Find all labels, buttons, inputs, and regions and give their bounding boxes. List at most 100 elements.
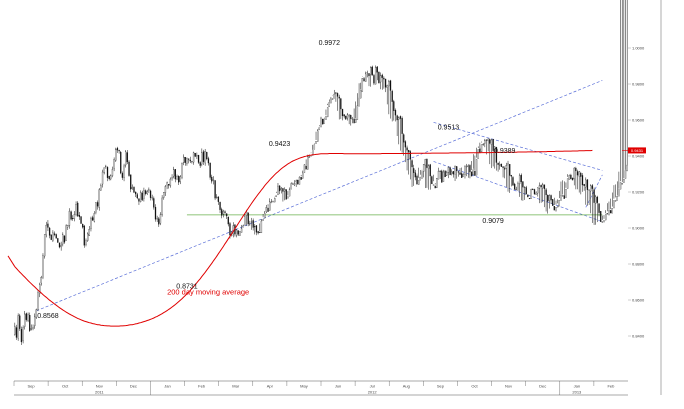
candle-body (370, 67, 372, 75)
x-tick-label: Dec (130, 384, 137, 389)
candle-body (318, 127, 320, 131)
candle-body (532, 189, 534, 191)
candle-body (470, 171, 473, 177)
candle-body (303, 164, 306, 173)
candle-body (106, 167, 109, 178)
candle-body (422, 164, 425, 172)
candle-body (240, 228, 243, 233)
candle-body (47, 223, 49, 228)
candle-body (384, 78, 387, 88)
candle-body (252, 220, 254, 228)
candle-body (202, 151, 205, 162)
candle-body (495, 147, 498, 163)
axes: 1.0000 0.9800 0.9600 0.9400 0.9200 0.9000 0.88… (13, 0, 662, 396)
candle-body (178, 176, 180, 183)
candle-body (499, 164, 501, 166)
candle-body (576, 171, 579, 176)
candle-body (118, 150, 120, 152)
candle-body (201, 152, 203, 165)
candle-body (40, 277, 42, 284)
candle-body (540, 185, 542, 188)
candle-body (427, 165, 430, 169)
candle-body (365, 73, 367, 82)
candle-body (305, 165, 307, 170)
candle-body (575, 168, 577, 172)
candle-body (265, 207, 268, 213)
candle-body (606, 213, 608, 215)
candle-body (244, 216, 246, 226)
x-tick-label: Apr (267, 384, 274, 389)
candle-body (141, 192, 143, 200)
candle-body (467, 165, 469, 167)
candle-body (30, 328, 33, 330)
candle-body (593, 189, 595, 203)
candle-body (302, 172, 304, 179)
price-annotation: 0.9389 (494, 148, 516, 155)
candle-body (312, 149, 314, 156)
x-tick-label: Sep (437, 384, 445, 389)
candle-body (295, 180, 297, 183)
candle-body (439, 170, 441, 172)
candle-body (381, 74, 383, 78)
y-tick-label: 0.9200 (632, 189, 645, 194)
candle-body (131, 187, 133, 189)
candle-body (125, 151, 127, 166)
candle-body (121, 173, 124, 178)
candle-body (479, 148, 481, 153)
candle-body (618, 189, 620, 197)
candle-body (461, 173, 463, 178)
price-annotation: 0.9423 (269, 141, 291, 148)
candle-body (95, 202, 97, 213)
candle-body (262, 219, 264, 221)
moving-average-label: 200 day moving average (167, 288, 249, 297)
candle-body (257, 231, 259, 234)
candle-body (328, 102, 330, 108)
candle-body (502, 166, 504, 168)
candle-body (417, 180, 420, 185)
candle-body (404, 141, 407, 148)
y-tick-label: 1.0000 (632, 45, 645, 50)
candle-body (15, 327, 18, 338)
candle-body (134, 191, 137, 195)
candle-body (504, 168, 506, 170)
candle-body (80, 216, 82, 224)
candle-body (419, 176, 421, 181)
candle-body (437, 170, 440, 180)
candle-body (88, 229, 90, 236)
candle-body (336, 93, 339, 97)
candle-body (217, 196, 220, 202)
candle-body (110, 175, 112, 180)
x-tick-label: Jun (335, 384, 341, 389)
candle-body (148, 189, 150, 191)
candle-body (490, 139, 493, 145)
current-price-tag (628, 147, 646, 154)
moving-average-line-lead (7, 255, 16, 267)
candle-body (361, 78, 364, 92)
candle-body (275, 195, 277, 198)
short-term-trendline (585, 174, 603, 208)
candle-body (429, 164, 431, 177)
candle-body (391, 91, 393, 102)
candle-body (571, 177, 574, 181)
candle-body (366, 72, 368, 74)
moving-average-200 (7, 149, 593, 327)
candle-body (399, 116, 402, 119)
price-annotation: 0.8568 (37, 313, 59, 320)
y-tick-label: 0.9800 (632, 81, 645, 86)
candle-body (264, 212, 266, 219)
candle-body (497, 162, 499, 165)
candle-body (91, 217, 94, 221)
x-tick-label: Jul (370, 384, 375, 389)
candle-body (548, 195, 551, 201)
candle-body (164, 186, 167, 193)
candle-body (101, 171, 104, 185)
candle-body (401, 118, 403, 134)
candle-body (37, 292, 39, 311)
candle-body (343, 114, 345, 117)
candle-body (340, 98, 342, 110)
candle-body (555, 207, 557, 212)
candle-body (123, 165, 125, 178)
candle-body (254, 226, 256, 228)
candle-body (166, 182, 168, 186)
